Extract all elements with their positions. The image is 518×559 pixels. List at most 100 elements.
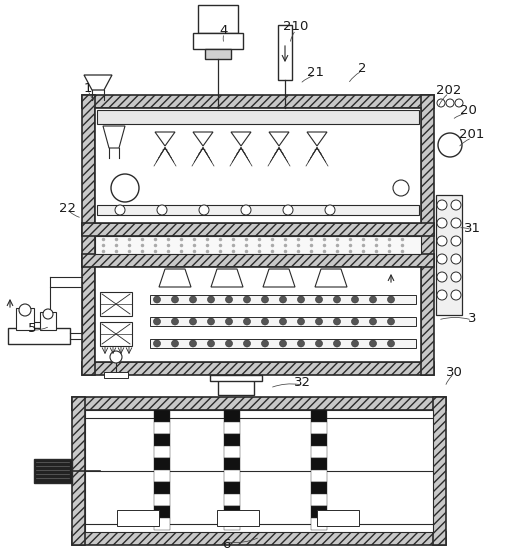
Circle shape <box>446 99 454 107</box>
Circle shape <box>437 290 447 300</box>
Polygon shape <box>193 132 213 146</box>
Circle shape <box>315 296 323 303</box>
Circle shape <box>437 218 447 228</box>
Bar <box>224 458 240 470</box>
Text: 202: 202 <box>436 83 462 97</box>
Circle shape <box>225 340 233 347</box>
Circle shape <box>352 318 358 325</box>
Circle shape <box>297 296 305 303</box>
Bar <box>421 95 434 375</box>
Circle shape <box>208 318 214 325</box>
Bar <box>97 110 419 124</box>
Bar <box>154 470 170 482</box>
Circle shape <box>387 340 395 347</box>
Bar <box>311 494 327 506</box>
Text: 201: 201 <box>459 129 485 141</box>
Bar <box>95 236 421 254</box>
Text: 210: 210 <box>283 21 309 34</box>
Circle shape <box>190 318 196 325</box>
Bar <box>97 205 419 215</box>
Bar <box>82 254 434 267</box>
Bar <box>224 410 240 422</box>
Bar <box>205 49 231 59</box>
Text: 20: 20 <box>459 103 477 116</box>
Polygon shape <box>269 132 289 146</box>
Circle shape <box>111 174 139 202</box>
Bar <box>311 470 327 482</box>
Circle shape <box>325 205 335 215</box>
Text: 31: 31 <box>464 221 481 234</box>
Circle shape <box>283 205 293 215</box>
Bar <box>72 397 446 410</box>
Bar <box>100 292 132 316</box>
Bar <box>16 308 34 330</box>
Bar <box>311 482 327 494</box>
Circle shape <box>451 218 461 228</box>
Bar <box>34 459 72 483</box>
Circle shape <box>199 205 209 215</box>
Circle shape <box>208 296 214 303</box>
Bar <box>224 470 240 482</box>
Circle shape <box>437 272 447 282</box>
Bar <box>117 510 159 526</box>
Circle shape <box>262 296 268 303</box>
Text: 32: 32 <box>294 376 310 389</box>
Circle shape <box>334 318 340 325</box>
Bar <box>224 446 240 458</box>
Circle shape <box>153 340 161 347</box>
Circle shape <box>334 340 340 347</box>
Text: 3: 3 <box>468 311 476 325</box>
Circle shape <box>243 340 251 347</box>
Text: 5: 5 <box>28 321 36 334</box>
Bar <box>224 518 240 530</box>
Bar <box>95 108 421 223</box>
Bar <box>224 422 240 434</box>
Bar <box>218 375 254 395</box>
Bar <box>40 312 56 330</box>
Circle shape <box>352 340 358 347</box>
Bar <box>154 422 170 434</box>
Circle shape <box>243 318 251 325</box>
Circle shape <box>315 340 323 347</box>
Bar <box>150 317 416 326</box>
Circle shape <box>451 272 461 282</box>
Circle shape <box>352 296 358 303</box>
Circle shape <box>387 318 395 325</box>
Circle shape <box>369 340 377 347</box>
Circle shape <box>437 254 447 264</box>
Text: 4: 4 <box>220 23 228 36</box>
Bar <box>224 482 240 494</box>
Bar <box>104 372 128 378</box>
Bar <box>311 518 327 530</box>
Bar <box>82 362 434 375</box>
Bar <box>433 397 446 545</box>
Bar <box>210 375 262 381</box>
Bar <box>100 322 132 346</box>
Circle shape <box>262 318 268 325</box>
Bar <box>154 434 170 446</box>
Circle shape <box>171 340 179 347</box>
Circle shape <box>280 318 286 325</box>
Polygon shape <box>84 75 112 90</box>
Circle shape <box>241 205 251 215</box>
Circle shape <box>280 340 286 347</box>
Circle shape <box>157 205 167 215</box>
Circle shape <box>153 296 161 303</box>
Polygon shape <box>155 132 175 146</box>
Bar <box>150 339 416 348</box>
Bar <box>82 223 434 236</box>
Bar <box>154 458 170 470</box>
Bar <box>217 510 259 526</box>
Bar <box>72 397 85 545</box>
Bar <box>8 328 70 344</box>
Polygon shape <box>263 269 295 287</box>
Bar <box>224 506 240 518</box>
Bar <box>154 482 170 494</box>
Bar <box>150 295 416 304</box>
Circle shape <box>262 340 268 347</box>
Bar <box>154 518 170 530</box>
Circle shape <box>243 296 251 303</box>
Bar <box>198 5 238 33</box>
Circle shape <box>451 254 461 264</box>
Circle shape <box>315 318 323 325</box>
